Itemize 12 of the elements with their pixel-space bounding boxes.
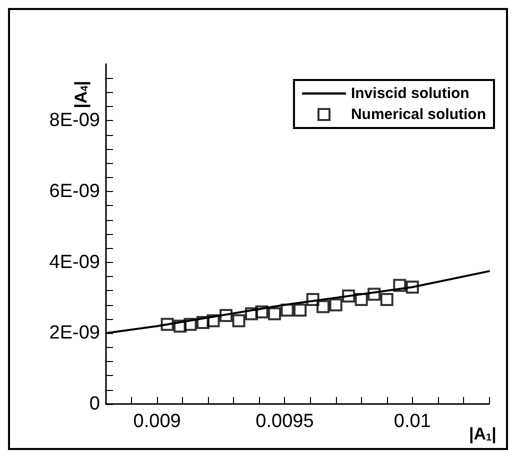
y-tick-label: 2E-09 xyxy=(49,322,100,344)
y-tick-label: 0 xyxy=(89,394,100,414)
y-tick-label: 6E-09 xyxy=(49,181,100,202)
x-tick-label: 0.01 xyxy=(394,411,431,432)
legend-label: Inviscid solution xyxy=(350,85,470,102)
legend-label: Numerical solution xyxy=(350,106,486,123)
x-tick-label: 0.0095 xyxy=(256,411,314,432)
x-tick-label: 0.009 xyxy=(133,411,181,432)
x-axis-title: |A1| xyxy=(469,424,496,444)
y-axis-title: |A4| xyxy=(72,80,90,108)
y-tick-label: 8E-09 xyxy=(49,110,100,132)
y-tick-label: 4E-09 xyxy=(49,252,100,273)
